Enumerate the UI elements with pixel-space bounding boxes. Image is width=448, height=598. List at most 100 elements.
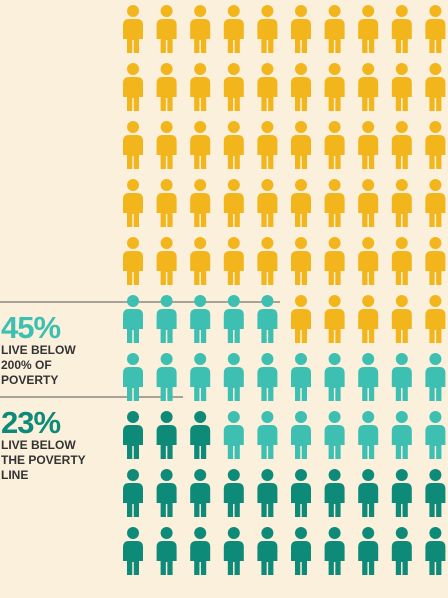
icon-body [190,541,211,575]
icon-body [257,251,278,285]
icon-body [156,483,177,517]
icon-head [328,237,341,249]
description-line: LIVE BELOW [1,343,76,357]
icon-head [194,411,207,423]
icon-body [291,251,311,285]
icon-head [362,121,375,133]
person-icon [291,237,311,285]
icon-head [328,179,341,191]
icon-body [190,425,211,459]
icon-body [190,251,211,285]
icon-head [194,63,207,75]
icon-body [324,483,345,517]
description-line: LIVE BELOW [1,438,76,452]
icon-body [425,77,446,111]
person-icon [358,179,379,227]
icon-head [160,5,173,17]
percent-label: 23% [1,405,60,440]
icon-body [257,135,278,169]
icon-head [160,411,173,423]
person-icon [257,527,278,575]
icon-body [190,19,211,53]
person-icon [156,527,177,575]
person-icon [358,63,379,111]
icon-head [362,469,375,481]
icon-head [429,295,442,307]
person-icon [324,179,345,227]
icon-head [362,527,375,539]
description-line: 200% OF [1,358,52,372]
person-icon [156,353,177,401]
icon-body [123,135,143,169]
person-icon [425,411,446,459]
person-icon [156,469,177,517]
person-icon [391,527,412,575]
icon-body [257,367,278,401]
icon-body [156,19,177,53]
person-icon [358,353,379,401]
icon-head [227,121,240,133]
icon-head [227,295,240,307]
person-icon [257,469,278,517]
person-icon [223,63,244,111]
icon-body [156,425,177,459]
icon-head [395,353,408,365]
person-icon [223,353,244,401]
person-icon [324,237,345,285]
icon-head [295,121,307,133]
icon-body [156,135,177,169]
icon-head [194,353,207,365]
icon-head [127,179,139,191]
icon-head [127,527,139,539]
icon-head [194,469,207,481]
person-icon [425,295,446,343]
person-icon [324,5,345,53]
icon-body [358,251,379,285]
icon-body [223,77,244,111]
icon-body [324,77,345,111]
person-icon [291,411,311,459]
icon-body [391,77,412,111]
person-icon [223,5,244,53]
icon-head [227,353,240,365]
icon-head [160,469,173,481]
icon-head [194,121,207,133]
person-icon [391,179,412,227]
person-icon [257,121,278,169]
icon-head [429,63,442,75]
person-icon [257,411,278,459]
icon-head [295,63,307,75]
icon-body [190,193,211,227]
person-icon [156,121,177,169]
icon-head [362,237,375,249]
icon-head [295,469,307,481]
person-icon [291,63,311,111]
icon-head [261,411,274,423]
icon-head [261,237,274,249]
person-icon [190,179,211,227]
icon-body [223,19,244,53]
icon-head [261,353,274,365]
icon-body [425,309,446,343]
icon-body [257,19,278,53]
icon-body [358,193,379,227]
icon-body [425,483,446,517]
icon-head [328,469,341,481]
person-icon [291,353,311,401]
icon-head [395,527,408,539]
icon-head [227,63,240,75]
person-icon [257,295,278,343]
icon-body [358,135,379,169]
person-icon [123,5,143,53]
icon-body [391,367,412,401]
icon-body [156,541,177,575]
person-icon [291,179,311,227]
icon-body [156,309,177,343]
person-icon [190,237,211,285]
person-icon [391,237,412,285]
icon-body [391,251,412,285]
icon-body [291,135,311,169]
icon-body [324,309,345,343]
icon-body [291,425,311,459]
